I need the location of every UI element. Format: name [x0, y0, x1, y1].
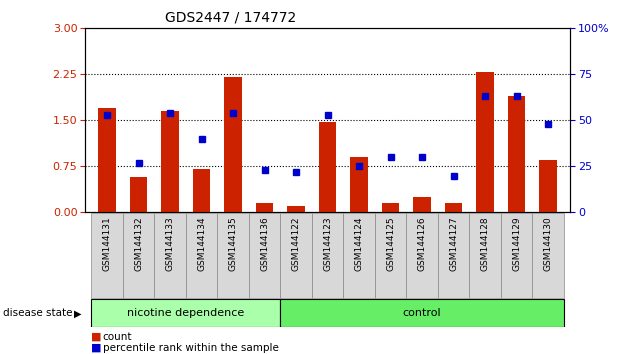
Bar [98, 108, 116, 212]
Bar [186, 213, 217, 298]
Text: GSM144129: GSM144129 [512, 217, 521, 272]
Bar [476, 73, 494, 212]
Bar [91, 213, 123, 298]
Bar [161, 111, 179, 212]
Bar [445, 203, 462, 212]
Bar [91, 299, 280, 327]
Bar [382, 203, 399, 212]
Text: percentile rank within the sample: percentile rank within the sample [103, 343, 278, 353]
Text: ■: ■ [91, 343, 102, 353]
Text: GSM144122: GSM144122 [292, 217, 301, 271]
Text: GSM144136: GSM144136 [260, 217, 269, 272]
Text: GSM144126: GSM144126 [418, 217, 427, 272]
Text: GSM144123: GSM144123 [323, 217, 332, 272]
Text: GSM144125: GSM144125 [386, 217, 395, 272]
Text: GSM144132: GSM144132 [134, 217, 143, 272]
Text: GSM144131: GSM144131 [103, 217, 112, 272]
Text: ■: ■ [91, 332, 102, 342]
Text: disease state: disease state [3, 308, 72, 318]
Bar [280, 213, 312, 298]
Bar [413, 197, 431, 212]
Bar [501, 213, 532, 298]
Bar [312, 213, 343, 298]
Bar [319, 121, 336, 212]
Bar [532, 213, 564, 298]
Text: nicotine dependence: nicotine dependence [127, 308, 244, 318]
Bar [217, 213, 249, 298]
Text: GSM144135: GSM144135 [229, 217, 238, 272]
Bar [438, 213, 469, 298]
Bar [280, 299, 564, 327]
Bar [123, 213, 154, 298]
Text: GSM144134: GSM144134 [197, 217, 206, 272]
Text: GSM144130: GSM144130 [544, 217, 553, 272]
Bar [154, 213, 186, 298]
Bar [469, 213, 501, 298]
Text: ▶: ▶ [74, 308, 82, 318]
Text: GSM144124: GSM144124 [355, 217, 364, 271]
Bar [375, 213, 406, 298]
Bar [130, 177, 147, 212]
Bar [350, 157, 368, 212]
Bar [193, 170, 210, 212]
Text: GSM144127: GSM144127 [449, 217, 458, 272]
Bar [256, 203, 273, 212]
Bar [539, 160, 557, 212]
Bar [287, 206, 305, 212]
Text: GSM144128: GSM144128 [481, 217, 490, 272]
Text: GSM144133: GSM144133 [166, 217, 175, 272]
Bar [508, 96, 525, 212]
Bar [249, 213, 280, 298]
Bar [406, 213, 438, 298]
Text: control: control [403, 308, 442, 318]
Text: count: count [103, 332, 132, 342]
Bar [343, 213, 375, 298]
Bar [224, 78, 242, 212]
Text: GDS2447 / 174772: GDS2447 / 174772 [165, 11, 296, 25]
